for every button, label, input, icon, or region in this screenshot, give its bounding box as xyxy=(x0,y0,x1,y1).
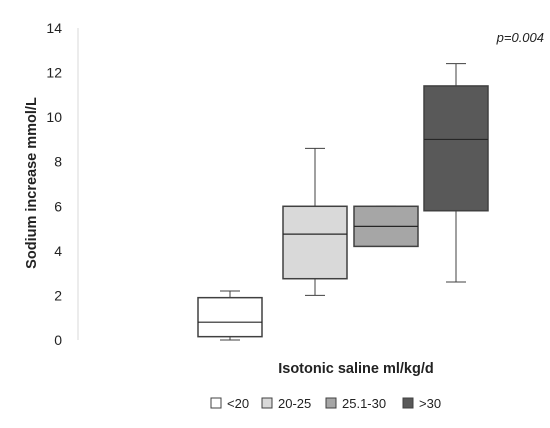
y-tick-label: 14 xyxy=(46,20,62,36)
legend-swatch xyxy=(261,397,273,409)
y-tick-label: 0 xyxy=(54,332,62,348)
y-axis: 0 2 4 6 8 10 12 14 xyxy=(46,20,79,348)
y-tick-label: 10 xyxy=(46,109,62,125)
box-1 xyxy=(197,290,263,341)
box-2 xyxy=(282,147,348,296)
y-tick-label: 2 xyxy=(54,287,62,303)
legend-label: <20 xyxy=(227,396,249,411)
legend-item-3: 25.1-30 xyxy=(325,396,386,411)
legend-item-1: <20 xyxy=(210,396,249,411)
legend-swatch xyxy=(210,397,222,409)
box-3 xyxy=(353,205,419,248)
legend-item-2: 20-25 xyxy=(261,396,311,411)
box-iqr xyxy=(197,296,263,338)
box-iqr xyxy=(423,85,489,212)
legend-swatch xyxy=(325,397,337,409)
box-iqr xyxy=(282,205,348,280)
y-tick-label: 8 xyxy=(54,154,62,170)
y-tick-label: 6 xyxy=(54,198,62,214)
legend-label: >30 xyxy=(419,396,441,411)
legend-label: 25.1-30 xyxy=(342,396,386,411)
y-axis-label: Sodium increase mmol/L xyxy=(24,97,40,269)
p-value-annotation: p=0.004 xyxy=(496,30,544,45)
boxes xyxy=(197,63,489,341)
y-tick-label: 12 xyxy=(46,65,62,81)
legend-item-4: >30 xyxy=(402,396,441,411)
box-4 xyxy=(423,63,489,283)
legend: <20 20-25 25.1-30 >30 xyxy=(210,396,441,411)
legend-label: 20-25 xyxy=(278,396,311,411)
legend-swatch xyxy=(402,397,414,409)
x-axis-label: Isotonic saline ml/kg/d xyxy=(278,361,434,377)
y-tick-label: 4 xyxy=(54,243,62,259)
